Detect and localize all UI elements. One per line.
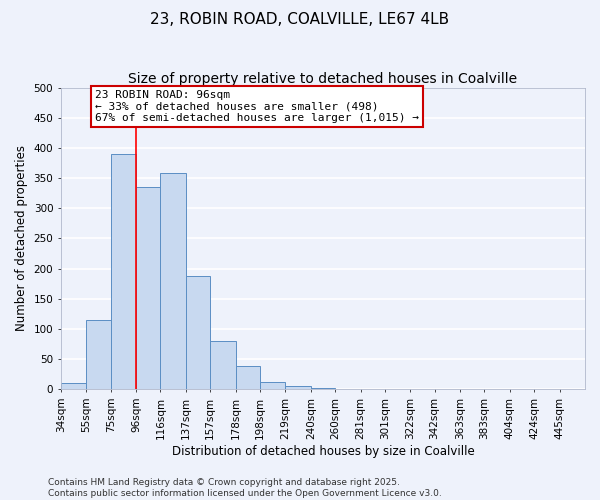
Title: Size of property relative to detached houses in Coalville: Size of property relative to detached ho…	[128, 72, 518, 86]
Bar	[260, 382, 286, 389]
Bar	[186, 276, 210, 389]
Bar	[236, 366, 260, 389]
Bar	[160, 174, 186, 389]
Text: 23, ROBIN ROAD, COALVILLE, LE67 4LB: 23, ROBIN ROAD, COALVILLE, LE67 4LB	[151, 12, 449, 28]
Bar	[136, 187, 160, 389]
X-axis label: Distribution of detached houses by size in Coalville: Distribution of detached houses by size …	[172, 444, 475, 458]
Bar	[311, 388, 335, 389]
Bar	[286, 386, 311, 389]
Bar	[86, 320, 110, 389]
Bar	[110, 154, 136, 389]
Bar	[210, 341, 236, 389]
Text: Contains HM Land Registry data © Crown copyright and database right 2025.
Contai: Contains HM Land Registry data © Crown c…	[48, 478, 442, 498]
Y-axis label: Number of detached properties: Number of detached properties	[15, 146, 28, 332]
Text: 23 ROBIN ROAD: 96sqm
← 33% of detached houses are smaller (498)
67% of semi-deta: 23 ROBIN ROAD: 96sqm ← 33% of detached h…	[95, 90, 419, 124]
Bar	[61, 383, 86, 389]
Bar	[335, 388, 361, 389]
